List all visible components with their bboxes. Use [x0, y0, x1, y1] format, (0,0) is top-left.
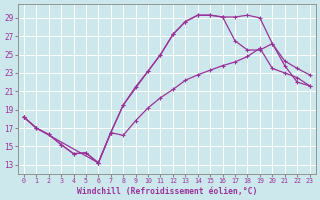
- X-axis label: Windchill (Refroidissement éolien,°C): Windchill (Refroidissement éolien,°C): [76, 187, 257, 196]
